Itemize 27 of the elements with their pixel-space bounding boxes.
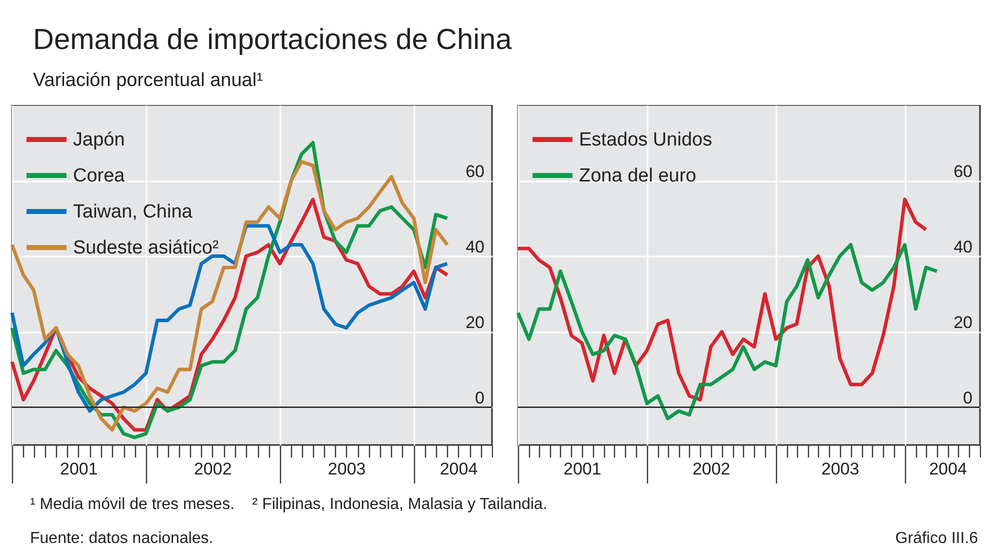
x-tick-label: 2001 [60, 460, 98, 478]
y-tick-label: 60 [466, 162, 484, 182]
y-tick-label: 0 [963, 388, 972, 408]
text: Gráfico III.6 [895, 530, 978, 548]
text: ¹ Media móvil de tres meses. ² Filipinas, Indonesia, Malasia y Tailandia. [30, 496, 548, 514]
y-tick-label: 20 [466, 313, 484, 332]
x-tick-label: 2001 [564, 460, 602, 478]
x-tick-label: 2004 [929, 460, 967, 478]
legend-label: Zona del euro [579, 166, 696, 186]
source-note: Fuente: datos nacionales. [30, 530, 214, 548]
legend-label: Estados Unidos [579, 130, 712, 150]
x-tick-label: 2002 [692, 460, 730, 478]
legend-label: Sudeste asiático² [73, 238, 219, 258]
chart-title: Demanda de importaciones de China [33, 24, 512, 57]
x-tick-label: 2002 [194, 460, 232, 478]
y-tick-label: 40 [954, 238, 972, 257]
y-tick-label: 0 [475, 388, 484, 408]
legend-label: Corea [73, 166, 126, 186]
x-tick-label: 2003 [328, 460, 366, 478]
y-tick-label: 60 [954, 162, 972, 182]
x-tick-label: 2003 [821, 460, 860, 478]
legend-label: Japón [73, 130, 125, 150]
y-tick-label: 40 [466, 238, 484, 257]
x-tick-label: 2004 [440, 460, 478, 478]
legend-label: Taiwan, China [73, 202, 193, 222]
chart-subtitle: Variación porcentual anual¹ [33, 70, 263, 92]
y-tick-label: 20 [954, 313, 972, 332]
